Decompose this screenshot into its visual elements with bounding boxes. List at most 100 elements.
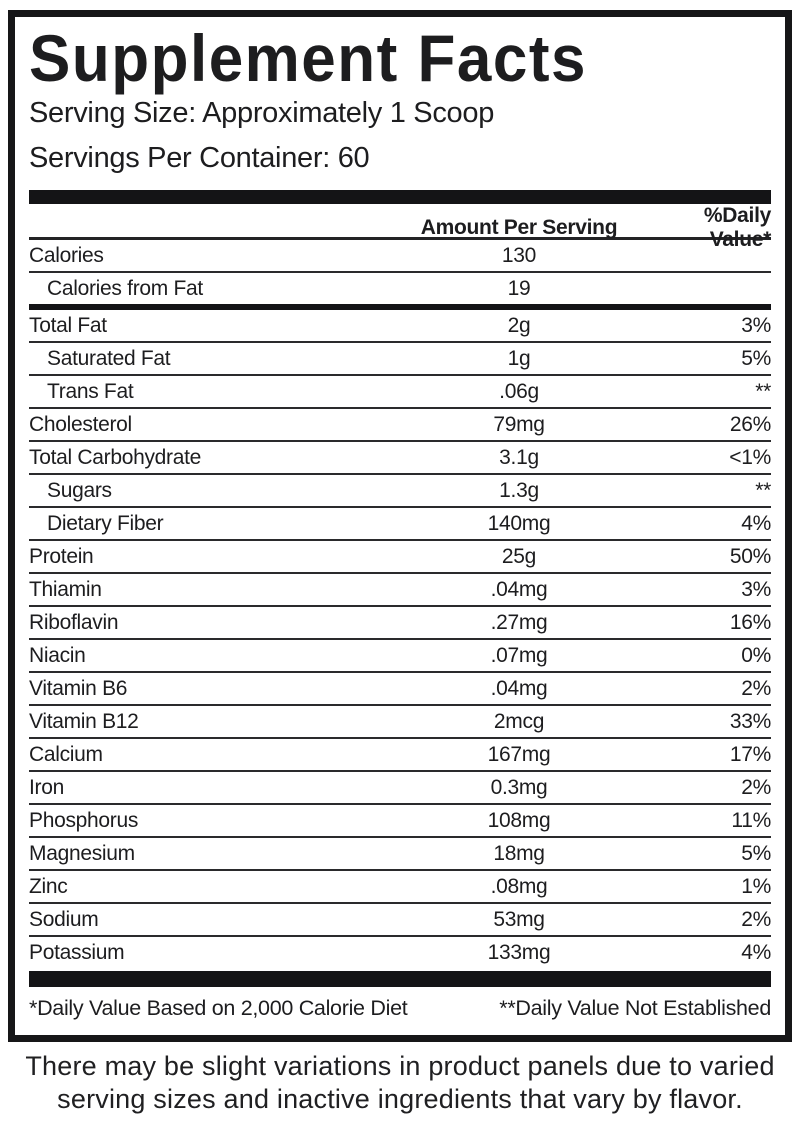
nutrient-name: Vitamin B12 (29, 709, 139, 733)
nutrient-name: Niacin (29, 643, 86, 667)
table-row: Calcium 167mg 17% (29, 739, 771, 772)
nutrient-name: Calories (29, 243, 104, 267)
table-row: Potassium 133mg 4% (29, 937, 771, 968)
table-row: Iron 0.3mg 2% (29, 772, 771, 805)
not-established-footnote: **Daily Value Not Established (499, 996, 771, 1020)
top-divider-bar (29, 190, 771, 204)
table-row: Total Fat 2g 3% (29, 310, 771, 343)
nutrient-name: Vitamin B6 (29, 676, 128, 700)
daily-value-cell: 5% (741, 841, 771, 865)
table-row: Calories 130 (29, 240, 771, 273)
amount-cell: 53mg (493, 907, 545, 931)
nutrient-name: Thiamin (29, 577, 102, 601)
daily-value-header: %Daily Value* (703, 204, 771, 251)
amount-cell: 1g (507, 346, 531, 370)
nutrient-name: Calories from Fat (47, 276, 203, 300)
table-row: Saturated Fat 1g 5% (29, 343, 771, 376)
bottom-divider-bar (29, 971, 771, 987)
table-row: Vitamin B6 .04mg 2% (29, 673, 771, 706)
daily-value-cell: ** (755, 478, 771, 502)
amount-cell: .07mg (490, 643, 548, 667)
daily-value-cell: ** (755, 379, 771, 403)
panel-title: Supplement Facts (29, 22, 587, 97)
amount-cell: .08mg (490, 874, 548, 898)
daily-value-footnote: *Daily Value Based on 2,000 Calorie Diet (29, 996, 408, 1020)
amount-cell: 18mg (493, 841, 545, 865)
nutrient-name: Trans Fat (47, 379, 134, 403)
nutrient-name: Total Fat (29, 313, 107, 337)
daily-value-cell: 1% (741, 874, 771, 898)
amount-cell: 3.1g (499, 445, 539, 469)
amount-cell: .06g (499, 379, 539, 403)
nutrient-name: Phosphorus (29, 808, 139, 832)
daily-value-cell: 3% (741, 577, 771, 601)
amount-cell: 167mg (487, 742, 551, 766)
amount-cell: 133mg (487, 940, 551, 964)
amount-cell: 0.3mg (490, 775, 548, 799)
amount-cell: 2g (507, 313, 531, 337)
nutrient-name: Dietary Fiber (47, 511, 164, 535)
daily-value-cell: 33% (729, 709, 771, 733)
disclaimer-line-2: serving sizes and inactive ingredients t… (57, 1084, 743, 1114)
table-row: Trans Fat .06g ** (29, 376, 771, 409)
supplement-facts-panel: Supplement Facts Serving Size: Approxima… (8, 10, 792, 1042)
amount-cell: 130 (501, 243, 537, 267)
amount-cell: .04mg (490, 676, 548, 700)
table-row: Thiamin .04mg 3% (29, 574, 771, 607)
disclaimer-line-1: There may be slight variations in produc… (25, 1051, 775, 1081)
nutrient-name: Total Carbohydrate (29, 445, 202, 469)
nutrient-name: Cholesterol (29, 412, 132, 436)
nutrient-name: Protein (29, 544, 94, 568)
nutrient-rows: Calories 130 Calories from Fat 19 Total Fat 2… (29, 240, 771, 968)
daily-value-cell: 11% (731, 808, 771, 832)
amount-cell: 79mg (493, 412, 545, 436)
daily-value-cell: 2% (741, 775, 771, 799)
footnote-row: *Daily Value Based on 2,000 Calorie Diet… (29, 996, 771, 1021)
daily-value-cell: 50% (729, 544, 771, 568)
amount-cell: .04mg (490, 577, 548, 601)
amount-cell: 108mg (487, 808, 551, 832)
nutrient-name: Saturated Fat (47, 346, 171, 370)
table-row: Sodium 53mg 2% (29, 904, 771, 937)
daily-value-cell: 17% (729, 742, 771, 766)
daily-value-cell: 0% (741, 643, 771, 667)
table-row: Phosphorus 108mg 11% (29, 805, 771, 838)
daily-value-cell: 4% (741, 940, 771, 964)
daily-value-cell: 2% (741, 907, 771, 931)
daily-value-cell: 5% (741, 346, 771, 370)
nutrient-name: Potassium (29, 940, 125, 964)
table-row: Protein 25g 50% (29, 541, 771, 574)
table-row: Total Carbohydrate 3.1g <1% (29, 442, 771, 475)
serving-size-line: Serving Size: Approximately 1 Scoop (29, 97, 495, 129)
amount-cell: 2mcg (493, 709, 545, 733)
daily-value-cell: 26% (729, 412, 771, 436)
nutrient-name: Sodium (29, 907, 99, 931)
table-header-row: Amount Per Serving %Daily Value* (29, 204, 771, 251)
daily-value-cell: 2% (741, 676, 771, 700)
table-row: Sugars 1.3g ** (29, 475, 771, 508)
amount-cell: .27mg (490, 610, 548, 634)
nutrient-name: Zinc (29, 874, 68, 898)
amount-cell: 19 (507, 276, 531, 300)
amount-per-serving-header: Amount Per Serving (420, 216, 618, 239)
nutrient-name: Riboflavin (29, 610, 119, 634)
servings-per-container-line: Servings Per Container: 60 (29, 142, 370, 174)
table-row: Cholesterol 79mg 26% (29, 409, 771, 442)
daily-value-cell: 4% (741, 511, 771, 535)
nutrient-name: Iron (29, 775, 64, 799)
amount-cell: 1.3g (499, 478, 539, 502)
nutrient-name: Magnesium (29, 841, 135, 865)
table-row: Calories from Fat 19 (29, 273, 771, 310)
table-row: Niacin .07mg 0% (29, 640, 771, 673)
variation-disclaimer: There may be slight variations in produc… (0, 1050, 800, 1116)
nutrient-name: Calcium (29, 742, 103, 766)
table-row: Riboflavin .27mg 16% (29, 607, 771, 640)
table-row: Magnesium 18mg 5% (29, 838, 771, 871)
amount-cell: 25g (501, 544, 537, 568)
daily-value-cell: 3% (741, 313, 771, 337)
daily-value-cell: <1% (729, 445, 771, 469)
table-row: Dietary Fiber 140mg 4% (29, 508, 771, 541)
amount-cell: 140mg (487, 511, 551, 535)
nutrient-name: Sugars (47, 478, 112, 502)
